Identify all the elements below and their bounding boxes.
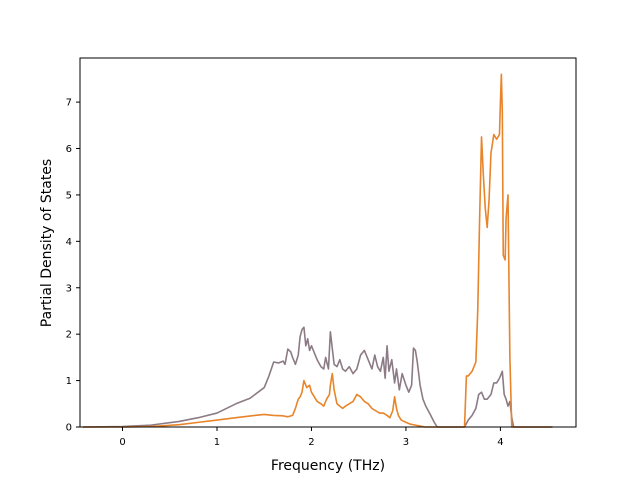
x-axis-label: Frequency (THz) [271, 458, 385, 474]
y-tick-label: 0 [66, 423, 72, 434]
y-tick-label: 1 [66, 376, 72, 387]
series-layer [82, 73, 553, 428]
series-0-line [82, 326, 553, 428]
y-tick-label: 2 [66, 330, 72, 341]
series-1-line [82, 73, 553, 428]
x-tick-label: 2 [308, 437, 314, 448]
x-tick-label: 4 [497, 437, 503, 448]
x-tick-label: 1 [214, 437, 220, 448]
plot-frame [79, 57, 577, 428]
y-tick-label: 6 [66, 144, 72, 155]
y-tick-label: 5 [66, 190, 72, 201]
y-axis-ticks: 0 1 2 3 4 5 6 7 [66, 98, 80, 434]
y-tick-label: 7 [66, 98, 72, 109]
x-tick-label: 0 [119, 437, 125, 448]
y-tick-label: 3 [66, 283, 72, 294]
x-tick-label: 3 [403, 437, 409, 448]
x-axis-ticks: 0 1 2 3 4 [119, 427, 504, 448]
y-tick-label: 4 [66, 237, 72, 248]
y-axis-label: Partial Density of States [39, 159, 55, 327]
